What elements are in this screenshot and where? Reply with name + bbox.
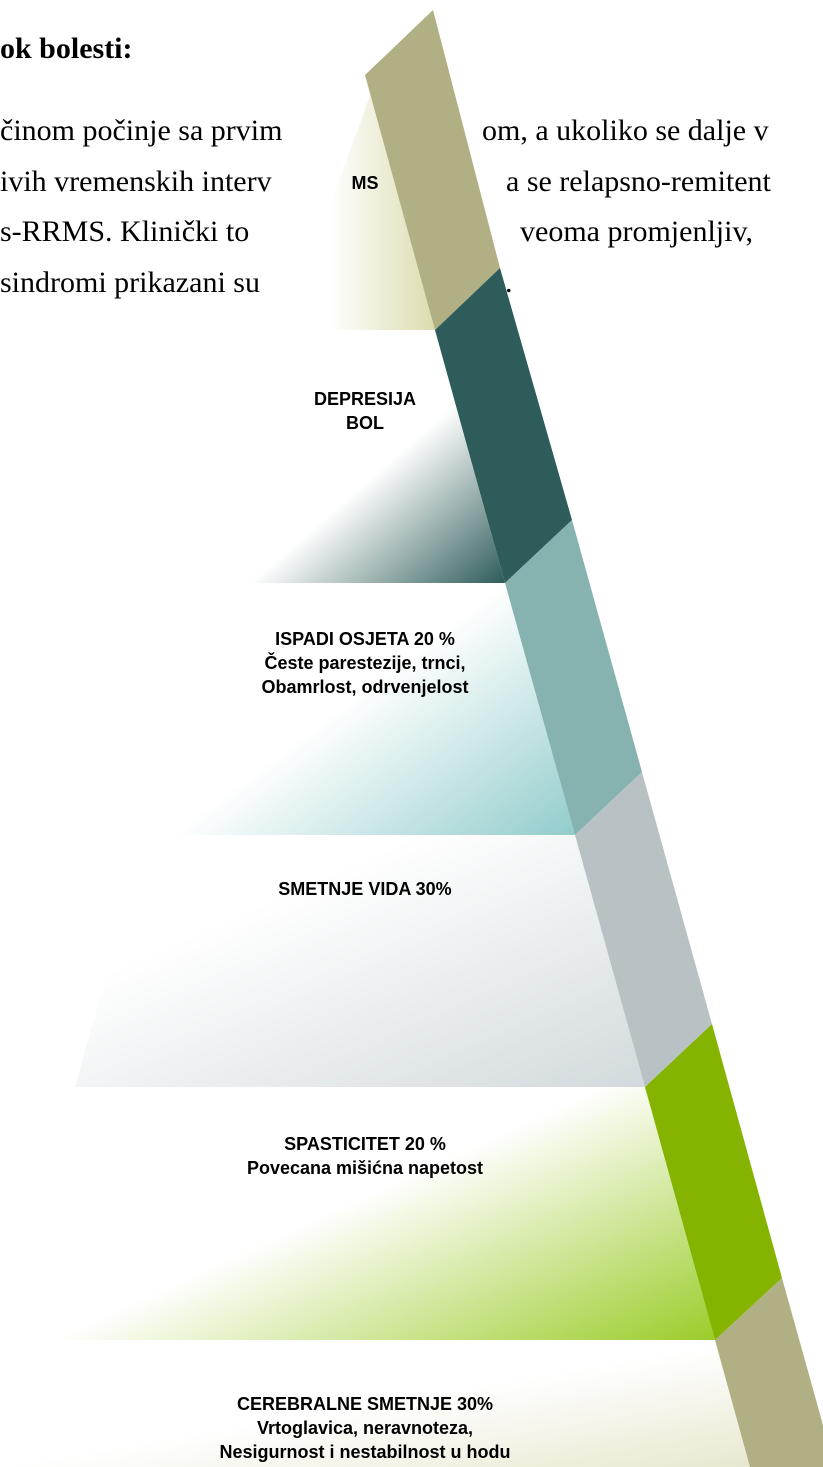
tier-face xyxy=(75,835,645,1087)
tier-face xyxy=(145,583,575,835)
tier-label: Obamrlost, odrvenjelost xyxy=(261,677,468,697)
tier-label: DEPRESIJA xyxy=(314,389,416,409)
tier-label: Česte parestezije, trnci, xyxy=(264,652,465,673)
text-line: ivih vremenskih interv xyxy=(0,165,272,198)
tier-label: ISPADI OSJETA 20 % xyxy=(275,629,455,649)
text-line: sindromi prikazani su xyxy=(0,266,260,299)
page: {"header": {"title": "ok bolesti:"}, "pa… xyxy=(0,0,823,1467)
heading: ok bolesti: xyxy=(0,32,133,65)
tier-label: Vrtoglavica, neravnoteza, xyxy=(257,1418,473,1438)
text-line: a se relapsno-remitent xyxy=(506,165,772,198)
tier-label: SMETNJE VIDA 30% xyxy=(278,879,451,899)
text-line: s-RRMS. Klinički to xyxy=(0,215,249,248)
document: ok bolesti: činom počinje sa prvim om, a… xyxy=(0,0,823,1467)
apex-label: MS xyxy=(352,173,379,193)
tier-label: CEREBRALNE SMETNJE 30% xyxy=(237,1394,493,1414)
tier-label: SPASTICITET 20 % xyxy=(284,1134,446,1154)
text-line: činom počinje sa prvim xyxy=(0,114,282,147)
tier-label: Povecana mišićna napetost xyxy=(247,1158,483,1178)
tier-face xyxy=(7,1087,715,1340)
tier-label: BOL xyxy=(346,413,384,433)
text-line: om, a ukoliko se dalje v xyxy=(482,114,769,147)
text-line: veoma promjenljiv, xyxy=(520,215,753,248)
tier-label: Nesigurnost i nestabilnost u hodu xyxy=(219,1442,510,1462)
text-line: . xyxy=(505,266,513,299)
